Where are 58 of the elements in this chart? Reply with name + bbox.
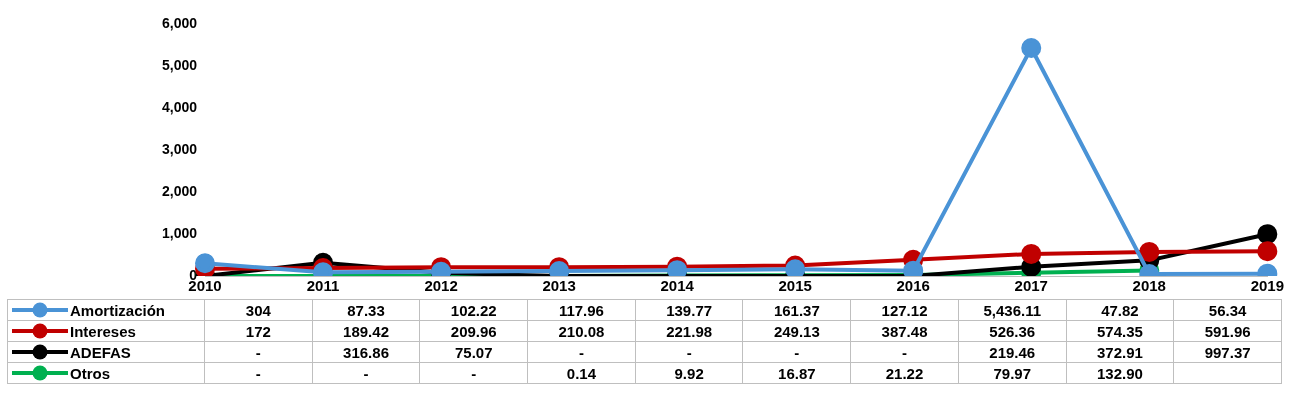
data-label: 132.90 — [1065, 362, 1175, 384]
data-label: 102.22 — [419, 299, 529, 321]
data-label: - — [742, 341, 852, 363]
data-label: 249.13 — [742, 320, 852, 342]
data-label: 79.97 — [957, 362, 1067, 384]
data-label: 372.91 — [1065, 341, 1175, 363]
data-label: 117.96 — [527, 299, 636, 321]
data-label: 574.35 — [1065, 320, 1175, 342]
data-label: 9.92 — [634, 362, 744, 384]
x-tick-label: 2016 — [896, 277, 930, 295]
x-tick-label: 2018 — [1132, 277, 1166, 295]
data-label: 189.42 — [311, 320, 421, 342]
legend-label: Amortización — [70, 301, 166, 319]
data-label: 221.98 — [634, 320, 744, 342]
data-label: - — [204, 341, 313, 363]
x-tick-label: 2011 — [306, 277, 340, 295]
data-label: 75.07 — [419, 341, 529, 363]
data-label: 304 — [204, 299, 313, 321]
legend-label: ADEFAS — [70, 343, 131, 361]
y-tick-label: 1,000 — [161, 224, 198, 241]
data-label: 526.36 — [957, 320, 1067, 342]
x-tick-label: 2014 — [660, 277, 695, 295]
data-label: 0.14 — [527, 362, 636, 384]
legend-label: Intereses — [70, 322, 136, 340]
data-label: 87.33 — [311, 299, 421, 321]
x-tick-label: 2013 — [542, 277, 576, 295]
data-label: 47.82 — [1065, 299, 1175, 321]
data-label: 21.22 — [850, 362, 959, 384]
y-tick-label: 2,000 — [161, 182, 198, 199]
data-label: 591.96 — [1173, 320, 1282, 342]
data-label: - — [634, 341, 744, 363]
data-label: - — [311, 362, 421, 384]
data-label: 210.08 — [527, 320, 636, 342]
x-tick-label: 2017 — [1014, 277, 1048, 295]
x-tick-label: 2012 — [424, 277, 458, 295]
data-label: 172 — [204, 320, 313, 342]
x-tick-label: 2019 — [1250, 277, 1284, 295]
x-tick-label: 2015 — [778, 277, 812, 295]
y-tick-label: 4,000 — [161, 99, 198, 116]
data-label: 56.34 — [1173, 299, 1282, 321]
data-label: 16.87 — [742, 362, 852, 384]
y-tick-label: 3,000 — [161, 141, 198, 158]
data-label: - — [419, 362, 529, 384]
data-label: 387.48 — [850, 320, 959, 342]
data-label: 316.86 — [311, 341, 421, 363]
data-label: 219.46 — [957, 341, 1067, 363]
legend-label: Otros — [70, 364, 111, 382]
data-label: - — [850, 341, 959, 363]
data-label: 997.37 — [1173, 341, 1282, 363]
data-label: 161.37 — [742, 299, 852, 321]
data-label: - — [527, 341, 636, 363]
data-label: 5,436.11 — [957, 299, 1067, 321]
y-tick-label: 6,000 — [161, 15, 198, 32]
data-label: 209.96 — [419, 320, 529, 342]
data-label: 127.12 — [850, 299, 959, 321]
data-label: - — [204, 362, 313, 384]
data-label: 139.77 — [634, 299, 744, 321]
y-tick-label: 5,000 — [161, 57, 198, 74]
